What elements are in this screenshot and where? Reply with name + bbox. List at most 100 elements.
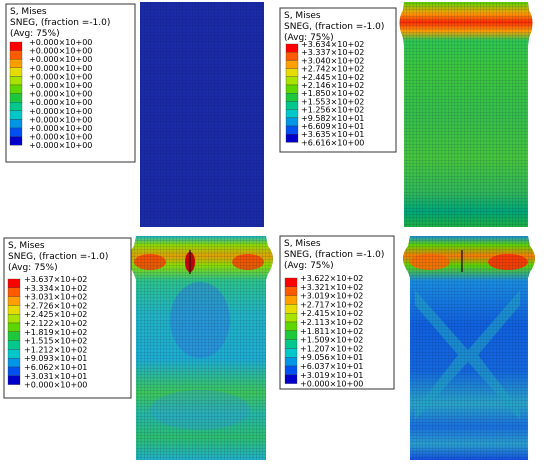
legend-value: +6.037×10+01 (300, 362, 363, 371)
legend-swatches (7, 278, 21, 385)
legend-swatch (285, 117, 299, 127)
legend-value: +2.726×10+02 (24, 301, 87, 310)
legend-avg: (Avg: 75%) (10, 29, 60, 39)
legend-value: +3.622×10+02 (300, 274, 363, 283)
legend-value: +0.000×10+00 (29, 98, 92, 107)
legend-swatch (7, 340, 21, 350)
legend-4: S, Mises SNEG, (fraction =-1.0) (Avg: 75… (279, 235, 395, 390)
legend-swatch (9, 76, 23, 86)
legend-swatch (285, 68, 299, 77)
tube-4 (403, 236, 535, 460)
legend-swatches (9, 41, 23, 146)
legend-swatch (9, 50, 23, 60)
legend-swatch (285, 76, 299, 86)
legend-value: +3.321×10+02 (300, 283, 363, 292)
legend-swatch (284, 374, 298, 384)
legend-swatch (284, 365, 298, 375)
legend-value: +1.256×10+02 (301, 106, 364, 115)
legend-value: +2.717×10+02 (300, 300, 363, 309)
legend-value: +0.000×10+00 (29, 55, 92, 64)
legend-value: +1.811×10+02 (300, 327, 363, 336)
legend-subtitle: SNEG, (fraction =-1.0) (284, 22, 384, 32)
legend-value: +0.000×10+00 (29, 47, 92, 56)
legend-value: +1.509×10+02 (300, 336, 363, 345)
legend-swatch (7, 322, 21, 332)
panel-3: S, Mises SNEG, (fraction =-1.0) (Avg: 75… (3, 236, 273, 460)
legend-swatch (9, 127, 23, 137)
legend-value: +0.000×10+00 (29, 38, 92, 47)
legend-title: S, Mises (284, 11, 321, 21)
legend-swatch (285, 109, 299, 118)
legend-value: +2.146×10+02 (301, 81, 364, 90)
legend-title: S, Mises (10, 7, 47, 17)
tube-2 (399, 2, 533, 227)
legend-value: +0.000×10+00 (29, 115, 92, 124)
panel-1: S, Mises SNEG, (fraction =-1.0) (Avg: 75… (5, 2, 264, 227)
legend-swatch (284, 357, 298, 367)
legend-swatch (9, 119, 23, 129)
legend-swatch (7, 287, 21, 297)
legend-value: +1.207×10+02 (300, 344, 363, 353)
legend-value: +9.582×10+01 (301, 114, 364, 123)
legend-title: S, Mises (8, 241, 45, 251)
legend-value: +3.040×10+02 (301, 56, 364, 65)
legend-swatch (7, 305, 21, 315)
legend-swatches (284, 277, 298, 384)
legend-value: +2.445×10+02 (301, 73, 364, 82)
legend-swatch (284, 295, 298, 305)
legend-value: +1.819×10+02 (24, 328, 87, 337)
legend-swatch (9, 102, 23, 111)
legend-value: +2.122×10+02 (24, 319, 87, 328)
tube-1 (140, 2, 264, 227)
legend-swatches (285, 43, 299, 143)
legend-swatch (9, 110, 23, 120)
legend-swatch (7, 296, 21, 306)
legend-value: +2.415×10+02 (300, 309, 363, 318)
legend-swatch (285, 101, 299, 110)
panel-4: S, Mises SNEG, (fraction =-1.0) (Avg: 75… (279, 235, 535, 460)
legend-value: +0.000×10+00 (29, 133, 92, 142)
legend-subtitle: SNEG, (fraction =-1.0) (284, 250, 384, 260)
legend-value: +0.000×10+00 (24, 381, 87, 390)
legend-value: +3.334×10+02 (24, 284, 87, 293)
legend-swatch (9, 41, 23, 51)
legend-value: +0.000×10+00 (29, 90, 92, 99)
legend-value: +0.000×10+00 (300, 380, 363, 389)
legend-value: +3.637×10+02 (24, 275, 87, 284)
legend-value: +0.000×10+00 (29, 81, 92, 90)
legend-value: +1.212×10+02 (24, 345, 87, 354)
legend-swatch (284, 304, 298, 314)
legend-1: S, Mises SNEG, (fraction =-1.0) (Avg: 75… (5, 3, 136, 163)
legend-subtitle: SNEG, (fraction =-1.0) (8, 252, 108, 262)
legend-value: +2.742×10+02 (301, 65, 364, 74)
legend-value: +3.031×10+02 (24, 293, 87, 302)
legend-swatch (285, 125, 299, 135)
legend-subtitle: SNEG, (fraction =-1.0) (10, 18, 110, 28)
legend-avg: (Avg: 75%) (284, 261, 334, 271)
legend-swatch (7, 358, 21, 368)
legend-value: +0.000×10+00 (29, 107, 92, 116)
legend-value: +3.337×10+02 (301, 48, 364, 57)
legend-value: +1.850×10+02 (301, 89, 364, 98)
legend-value: +6.609×10+01 (301, 122, 364, 131)
legend-value: +2.425×10+02 (24, 310, 87, 319)
legend-swatch (285, 84, 299, 94)
legend-swatch (9, 67, 23, 77)
legend-value: +6.062×10+01 (24, 363, 87, 372)
legend-swatch (7, 314, 21, 324)
legend-swatch (285, 52, 299, 61)
legend-swatch (7, 349, 21, 359)
legend-value: +1.553×10+02 (301, 97, 364, 106)
legend-value: +3.634×10+02 (301, 40, 364, 49)
legend-swatch (9, 59, 23, 68)
legend-value: +0.000×10+00 (29, 141, 92, 150)
legend-swatch (284, 321, 298, 331)
legend-value: +1.515×10+02 (24, 337, 87, 346)
panel-2: S, Mises SNEG, (fraction =-1.0) (Avg: 75… (279, 2, 533, 227)
legend-swatch (285, 134, 299, 143)
legend-value: +3.019×10+01 (300, 371, 363, 380)
legend-swatch (7, 366, 21, 376)
legend-avg: (Avg: 75%) (8, 263, 58, 273)
legend-swatch (284, 313, 298, 323)
legend-swatch (284, 339, 298, 349)
